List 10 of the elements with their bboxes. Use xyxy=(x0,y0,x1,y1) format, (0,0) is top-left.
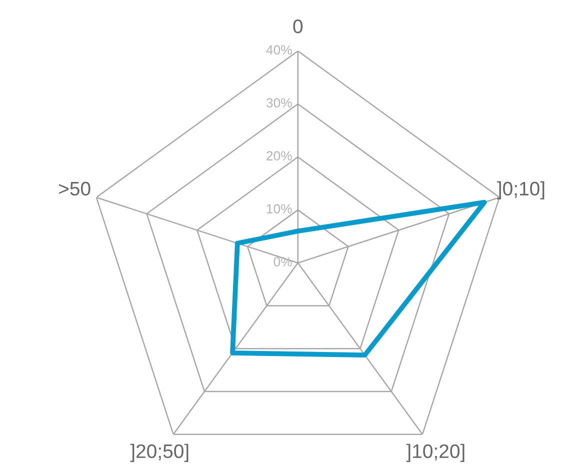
spoke-label: ]10;20] xyxy=(406,444,464,462)
y-tick-label: 40% xyxy=(266,45,292,55)
y-tick-label: 0% xyxy=(274,257,292,266)
y-tick-label: 20% xyxy=(266,151,292,160)
spoke-label: ]0;10] xyxy=(497,181,544,200)
spoke-label: >50 xyxy=(59,182,90,196)
spoke-label: ]20;50] xyxy=(130,444,188,462)
spoke-label: 0 xyxy=(293,20,303,34)
y-tick-label: 30% xyxy=(266,98,292,108)
y-tick-label: 10% xyxy=(266,204,292,214)
